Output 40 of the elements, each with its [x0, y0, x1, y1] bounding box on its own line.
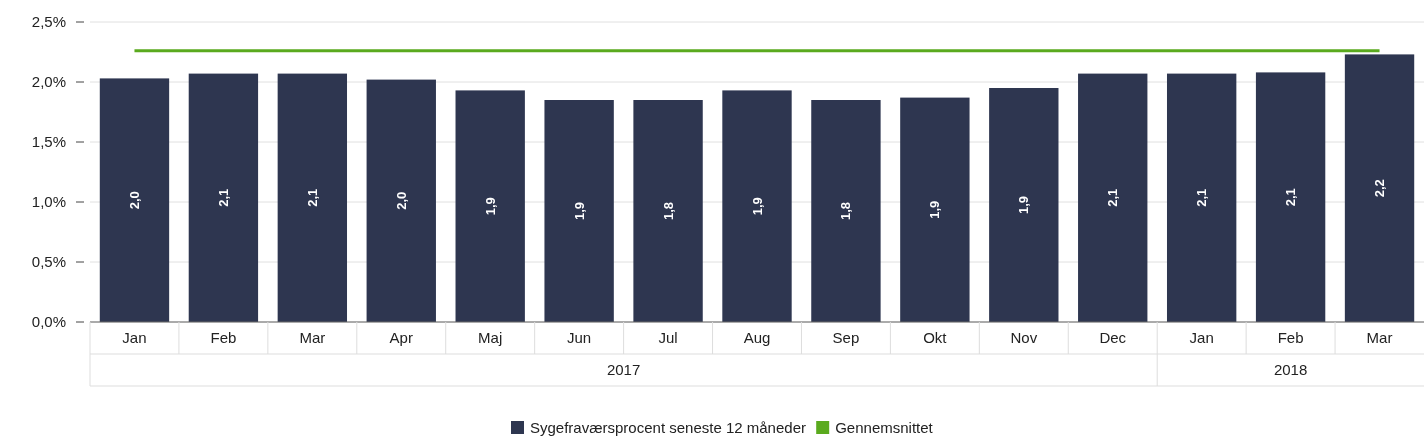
x-tick-label: Maj: [478, 329, 503, 346]
x-tick-label: Feb: [1277, 329, 1304, 346]
x-tick-label: Mar: [299, 329, 326, 346]
x-tick-label: Okt: [923, 329, 948, 346]
x-tick-label: Jan: [1189, 329, 1214, 346]
data-label: 2,1: [1283, 188, 1299, 207]
x-tick-label: Jun: [567, 329, 592, 346]
data-label: 2,1: [1194, 188, 1210, 207]
data-label: 1,9: [571, 201, 587, 221]
text: 2018: [1273, 361, 1308, 378]
x-tick-label: Apr: [389, 329, 413, 346]
data-label: 1,8: [838, 201, 854, 221]
data-label: 1,9: [927, 200, 943, 219]
legend-label: Gennemsnittet: [835, 419, 934, 436]
text: 2017: [606, 361, 641, 378]
x-tick-label: Nov: [1010, 329, 1038, 346]
x-tick-label: Mar: [1366, 329, 1393, 346]
y-tick-label: 2,5%: [31, 13, 66, 31]
data-label: 2,0: [393, 191, 409, 210]
y-tick-label: 0,5%: [31, 253, 66, 271]
x-tick-label: Feb: [210, 329, 237, 346]
data-label: 2,0: [127, 191, 143, 210]
legend-label: Sygefraværsprocent seneste 12 måneder: [530, 419, 806, 436]
data-label: 2,2: [1372, 179, 1388, 198]
data-label: 1,9: [482, 197, 498, 216]
x-tick-label: Dec: [1099, 329, 1127, 346]
data-label: 2,1: [1105, 188, 1121, 207]
data-label: 2,1: [304, 188, 320, 207]
x-tick-label: Sep: [832, 329, 860, 346]
x-tick-label: Jul: [658, 329, 678, 346]
data-label: 1,9: [1016, 195, 1032, 215]
y-tick-label: 1,5%: [31, 133, 66, 151]
data-label: 1,9: [749, 197, 765, 216]
data-label: 2,1: [215, 188, 231, 207]
data-label: 1,8: [660, 201, 676, 221]
y-tick-label: 2,0%: [31, 73, 66, 91]
y-tick-label: 0,0%: [31, 313, 66, 331]
y-tick-label: 1,0%: [31, 193, 66, 211]
x-tick-label: Aug: [743, 329, 771, 346]
x-tick-label: Jan: [122, 329, 147, 346]
